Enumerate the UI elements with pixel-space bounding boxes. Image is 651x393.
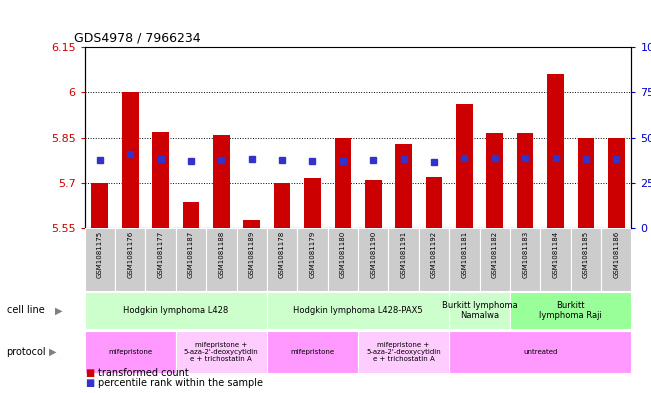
Bar — [419, 228, 449, 291]
Bar — [298, 228, 327, 291]
Bar — [267, 331, 358, 373]
Text: GSM1081184: GSM1081184 — [553, 231, 559, 278]
Bar — [304, 178, 321, 228]
Bar — [547, 74, 564, 228]
Text: mifepristone: mifepristone — [290, 349, 335, 355]
Bar — [115, 228, 145, 291]
Text: GSM1081188: GSM1081188 — [218, 231, 225, 278]
Text: GSM1081176: GSM1081176 — [127, 231, 133, 278]
Bar — [85, 292, 267, 329]
Bar — [510, 292, 631, 329]
Text: ▶: ▶ — [49, 347, 57, 357]
Bar — [85, 331, 176, 373]
Text: cell line: cell line — [7, 305, 44, 316]
Bar — [577, 138, 594, 228]
Text: transformed count: transformed count — [98, 368, 188, 378]
Text: mifepristone: mifepristone — [108, 349, 152, 355]
Text: GSM1081178: GSM1081178 — [279, 231, 285, 278]
Bar — [176, 331, 267, 373]
Bar — [267, 228, 298, 291]
Bar — [243, 220, 260, 228]
Text: GSM1081183: GSM1081183 — [522, 231, 528, 278]
Text: GSM1081185: GSM1081185 — [583, 231, 589, 278]
Bar — [182, 202, 199, 228]
Bar — [213, 134, 230, 228]
Text: protocol: protocol — [7, 347, 46, 357]
Text: mifepristone +
5-aza-2'-deoxycytidin
e + trichostatin A: mifepristone + 5-aza-2'-deoxycytidin e +… — [367, 342, 441, 362]
Bar — [122, 92, 139, 228]
Bar — [176, 228, 206, 291]
Text: Hodgkin lymphoma L428: Hodgkin lymphoma L428 — [123, 306, 229, 315]
Bar — [449, 292, 510, 329]
Text: GSM1081186: GSM1081186 — [613, 231, 619, 278]
Text: ▶: ▶ — [55, 305, 63, 316]
Text: GSM1081192: GSM1081192 — [431, 231, 437, 278]
Bar — [456, 105, 473, 228]
Bar — [358, 331, 449, 373]
Bar — [358, 228, 389, 291]
Bar — [480, 228, 510, 291]
Text: Burkitt lymphoma
Namalwa: Burkitt lymphoma Namalwa — [441, 301, 518, 320]
Bar — [91, 183, 108, 228]
Bar — [517, 133, 534, 228]
Bar — [571, 228, 601, 291]
Bar — [389, 228, 419, 291]
Text: Hodgkin lymphoma L428-PAX5: Hodgkin lymphoma L428-PAX5 — [293, 306, 423, 315]
Bar — [273, 183, 290, 228]
Bar — [601, 228, 631, 291]
Text: ■: ■ — [85, 378, 94, 388]
Bar — [365, 180, 381, 228]
Bar — [540, 228, 571, 291]
Bar — [206, 228, 236, 291]
Text: GSM1081177: GSM1081177 — [158, 231, 163, 278]
Text: mifepristone +
5-aza-2'-deoxycytidin
e + trichostatin A: mifepristone + 5-aza-2'-deoxycytidin e +… — [184, 342, 258, 362]
Text: GSM1081179: GSM1081179 — [309, 231, 316, 278]
Text: GSM1081175: GSM1081175 — [97, 231, 103, 278]
Text: GSM1081182: GSM1081182 — [492, 231, 498, 278]
Text: Burkitt
lymphoma Raji: Burkitt lymphoma Raji — [539, 301, 602, 320]
Text: GDS4978 / 7966234: GDS4978 / 7966234 — [74, 31, 201, 44]
Text: GSM1081181: GSM1081181 — [462, 231, 467, 278]
Text: GSM1081191: GSM1081191 — [400, 231, 407, 278]
Bar — [608, 138, 625, 228]
Bar — [335, 138, 352, 228]
Bar — [510, 228, 540, 291]
Bar — [236, 228, 267, 291]
Text: GSM1081189: GSM1081189 — [249, 231, 255, 278]
Text: percentile rank within the sample: percentile rank within the sample — [98, 378, 262, 388]
Bar — [152, 132, 169, 228]
Text: GSM1081180: GSM1081180 — [340, 231, 346, 278]
Bar — [426, 177, 443, 228]
Bar — [486, 133, 503, 228]
Bar — [395, 143, 412, 228]
Bar — [449, 331, 631, 373]
Bar — [145, 228, 176, 291]
Text: untreated: untreated — [523, 349, 557, 355]
Bar — [449, 228, 480, 291]
Text: GSM1081187: GSM1081187 — [188, 231, 194, 278]
Bar — [267, 292, 449, 329]
Text: ■: ■ — [85, 368, 94, 378]
Bar — [327, 228, 358, 291]
Bar — [85, 228, 115, 291]
Text: GSM1081190: GSM1081190 — [370, 231, 376, 278]
